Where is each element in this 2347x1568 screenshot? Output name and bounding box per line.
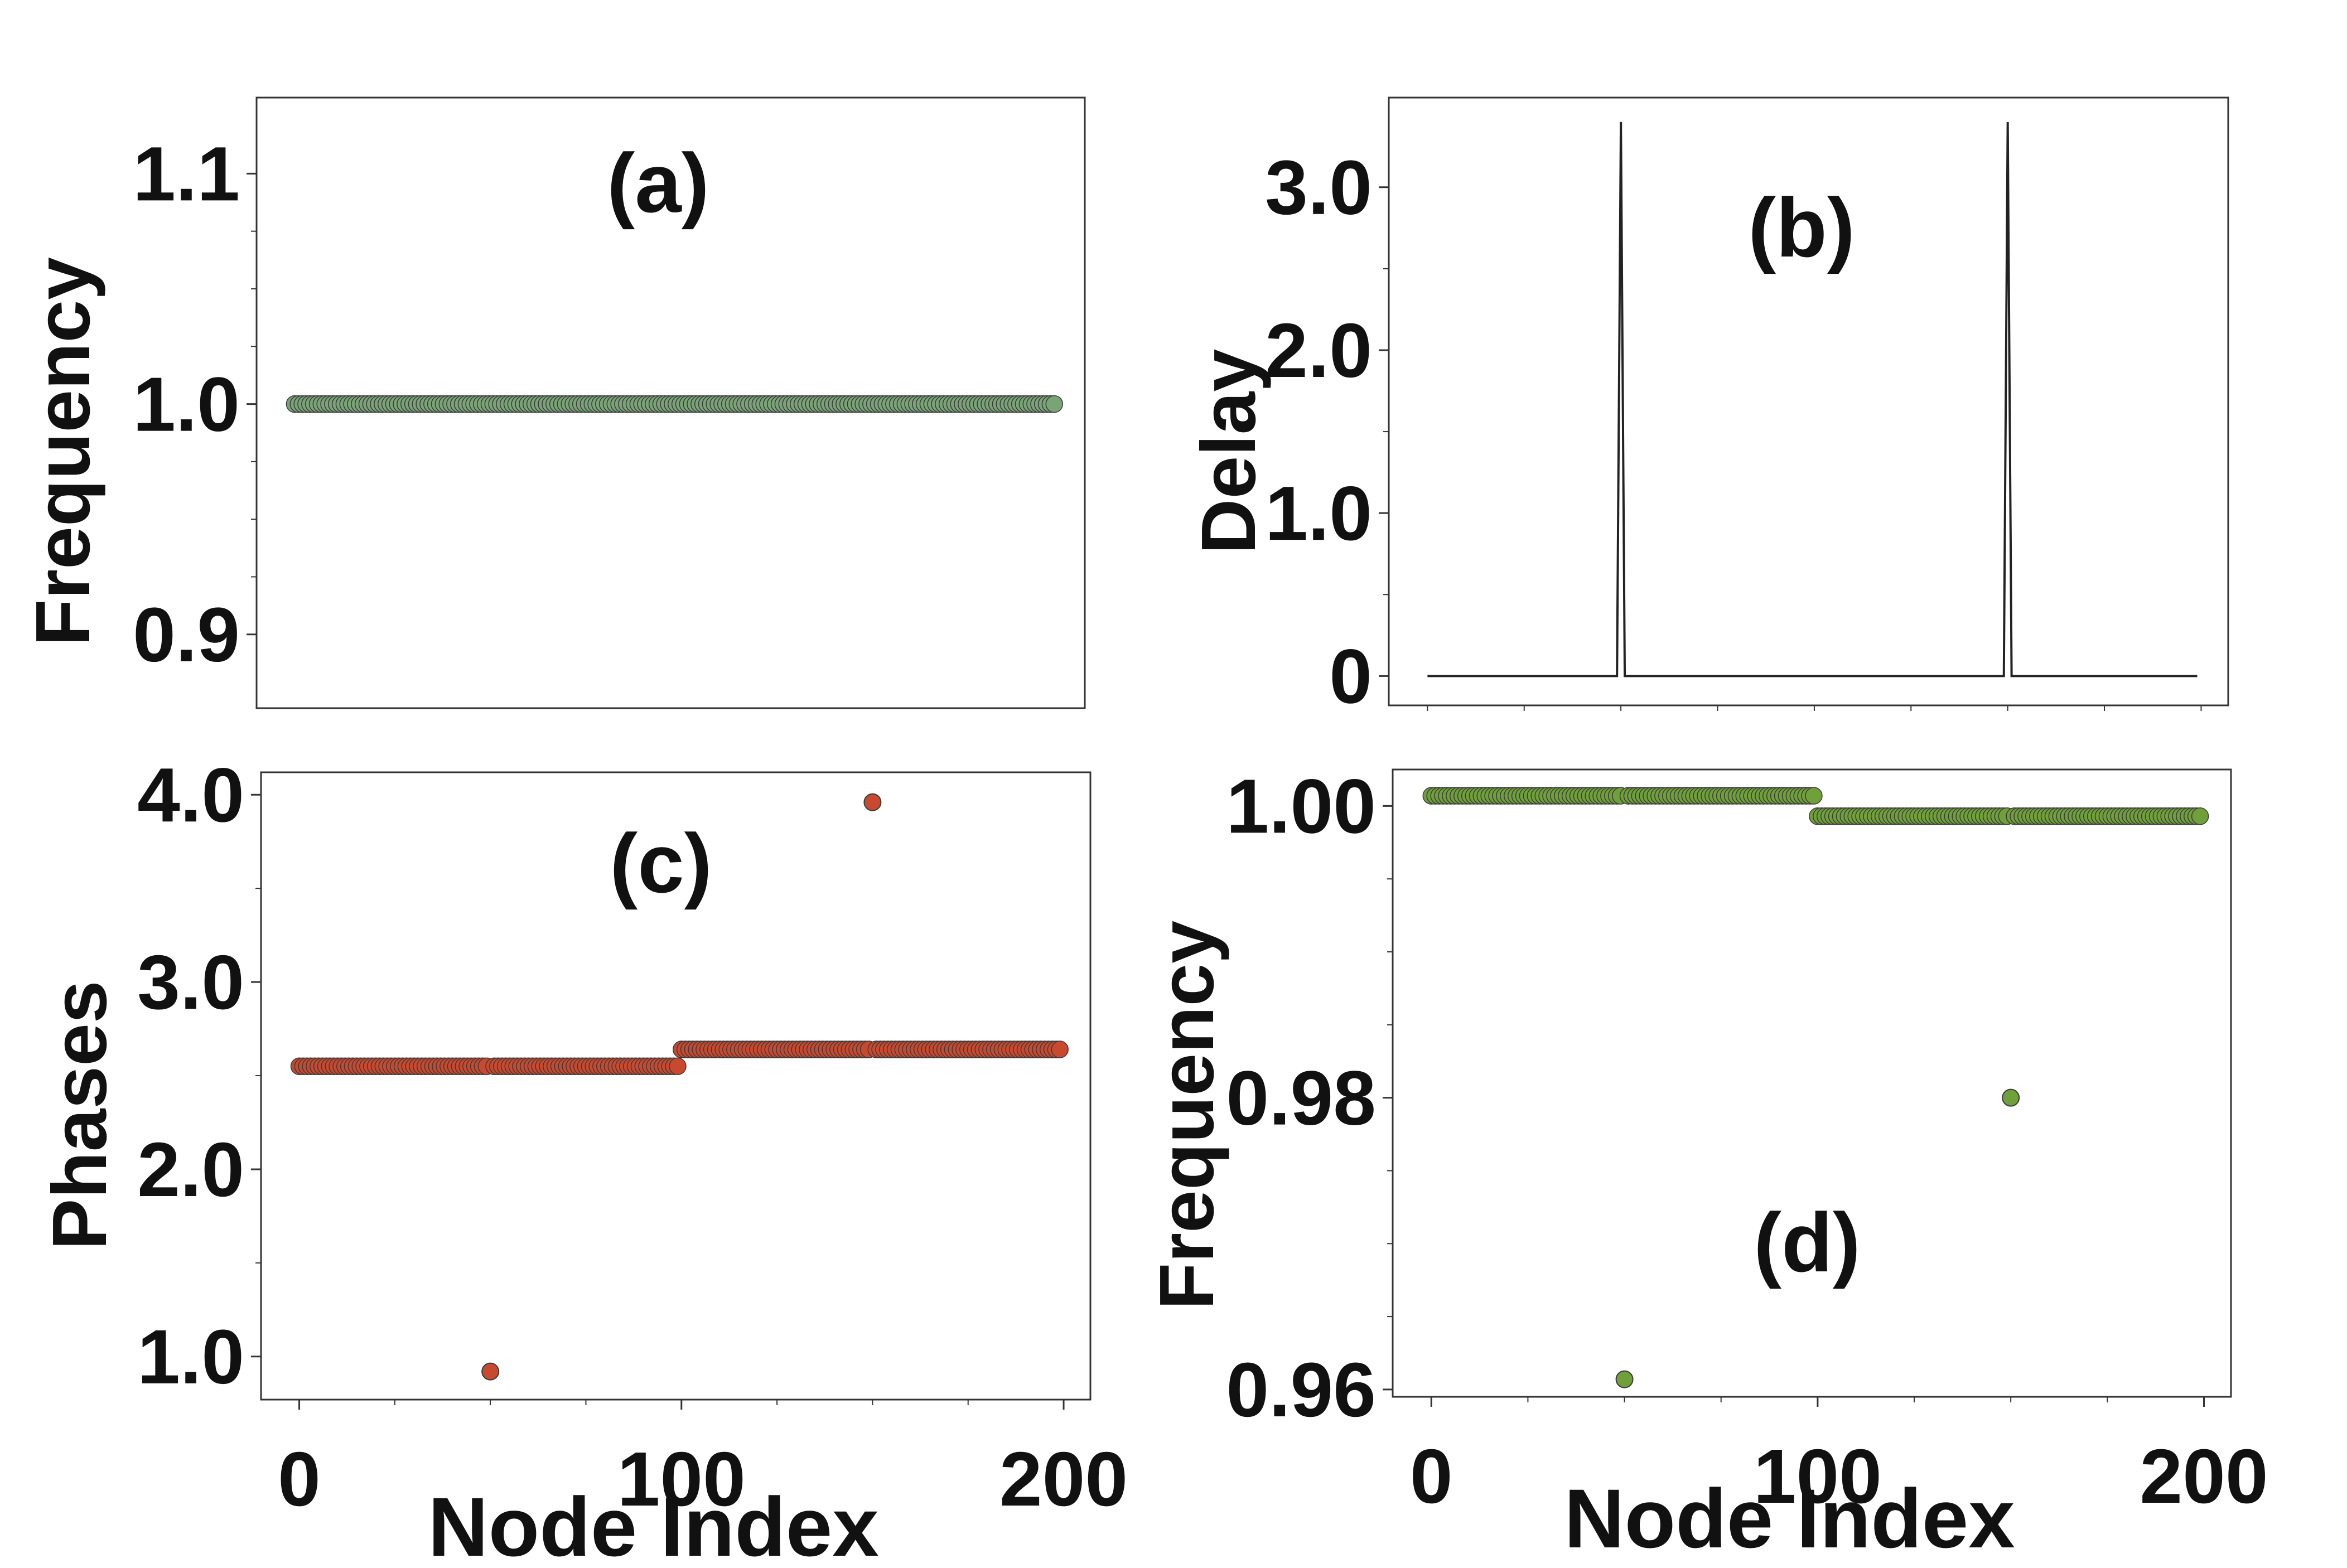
y-axis-label: Frequency: [20, 257, 106, 646]
data-point: [1051, 1041, 1069, 1058]
y-axis-label: Phases: [37, 980, 123, 1250]
y-tick-label: 0: [1329, 633, 1372, 719]
plot-frame-c: [260, 771, 1092, 1401]
y-tick-label: 2.0: [137, 1127, 244, 1213]
panel-label: (c): [610, 816, 712, 910]
y-tick-label: 0.98: [1226, 1056, 1376, 1141]
y-axis-label: Frequency: [1144, 921, 1230, 1310]
x-tick-label: 100: [617, 1436, 746, 1522]
y-tick-label: 0.96: [1226, 1347, 1376, 1433]
panel-b: 0 1.0 2.0 3.0 Delay (b): [1186, 96, 2229, 719]
panel-label: (b): [1748, 181, 1855, 274]
panel-d: 0.96 0.98 1.00 0 100 200 Frequency Node Index (d…: [1144, 763, 2268, 1565]
data-point: [669, 1057, 687, 1075]
x-tick-label: 0: [278, 1436, 321, 1522]
y-tick-label: 3.0: [137, 940, 244, 1025]
x-axis-label: Node Index: [428, 1480, 878, 1568]
data-point: [2191, 807, 2209, 825]
y-tick-label: 1.0: [133, 362, 240, 448]
y-tick-label: 1.0: [1265, 471, 1372, 556]
outlier-point: [863, 793, 882, 811]
y-tick-label: 1.00: [1226, 763, 1376, 849]
panel-label: (a): [607, 136, 709, 230]
data-point: [1045, 395, 1064, 413]
plot-frame-b: [1388, 96, 2229, 706]
series-line: [1427, 122, 2198, 677]
y-tick-label: 0.9: [133, 592, 240, 678]
y-tick-label: 3.0: [1265, 145, 1372, 231]
plot-frame-d: [1392, 768, 2232, 1398]
outlier-point: [2002, 1088, 2020, 1107]
outlier-point: [481, 1362, 500, 1381]
x-tick-label: 0: [1410, 1434, 1453, 1519]
x-axis-label: Node Index: [1564, 1472, 2015, 1565]
panel-a: 0.9 1.0 1.1 Frequency (a): [20, 96, 1086, 709]
y-axis-label: Delay: [1186, 349, 1272, 554]
x-tick-label: 100: [1754, 1434, 1882, 1519]
x-tick-label: 200: [2140, 1434, 2268, 1519]
y-tick-label: 1.0: [137, 1314, 244, 1400]
y-tick-label: 2.0: [1265, 308, 1372, 394]
data-point: [1805, 787, 1823, 805]
y-tick-label: 1.1: [133, 131, 240, 217]
y-tick-label: 4.0: [137, 752, 244, 838]
plot-frame-a: [255, 96, 1086, 709]
panel-label: (d): [1754, 1196, 1861, 1289]
x-tick-label: 200: [999, 1436, 1128, 1522]
panel-c: 1.0 2.0 3.0 4.0 0 100 200 Phases Node Index (c): [37, 752, 1128, 1568]
outlier-point: [1615, 1370, 1634, 1388]
